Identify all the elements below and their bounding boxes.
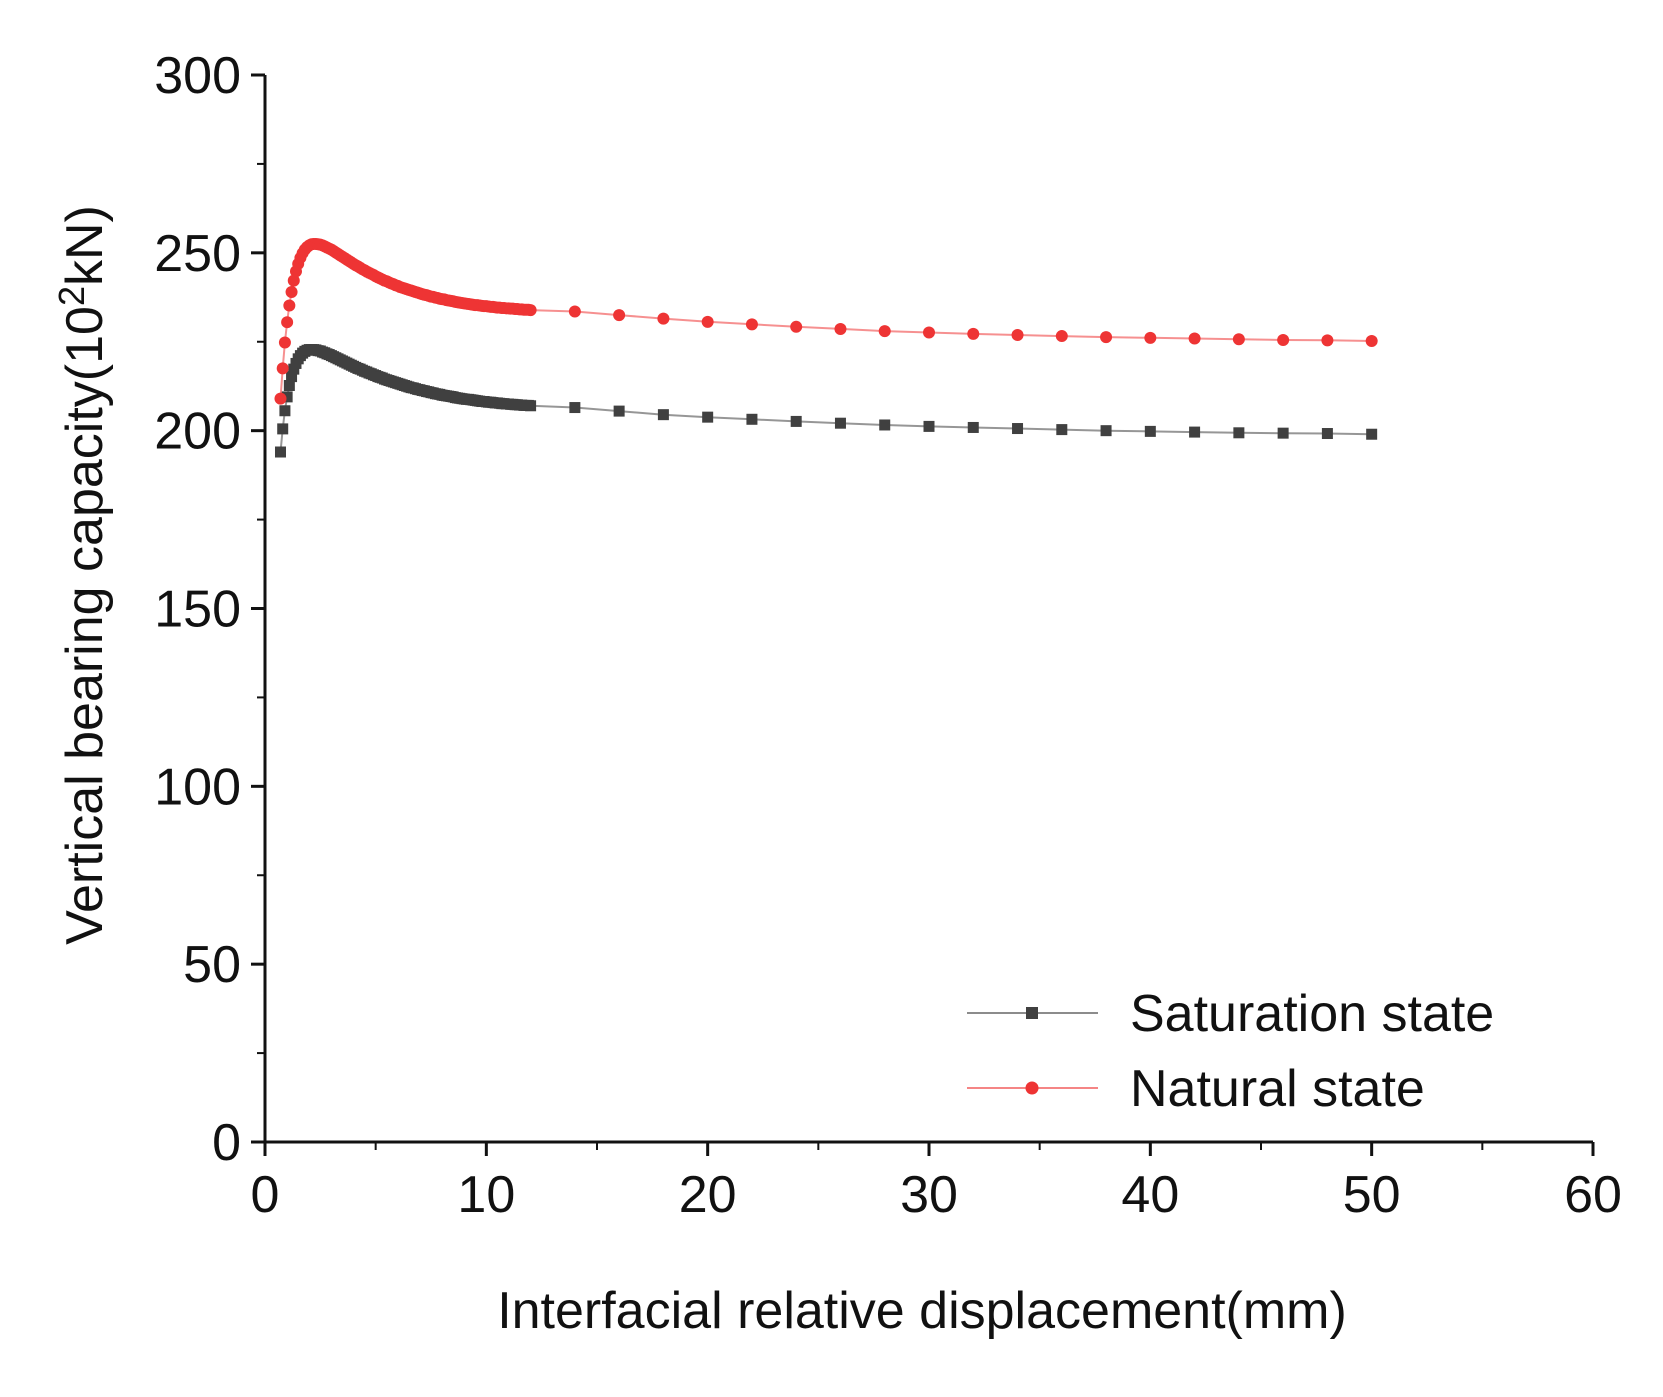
x-axis-title: Interfacial relative displacement(mm) bbox=[497, 1282, 1347, 1340]
data-point bbox=[1056, 424, 1068, 436]
data-point bbox=[286, 371, 298, 383]
data-point bbox=[1189, 426, 1201, 438]
data-point bbox=[613, 405, 625, 417]
x-tick-label: 40 bbox=[1121, 1166, 1179, 1224]
data-point bbox=[276, 362, 289, 375]
data-point bbox=[277, 423, 289, 435]
data-point bbox=[746, 413, 758, 425]
data-point bbox=[274, 446, 286, 458]
data-point bbox=[1232, 333, 1245, 346]
data-point bbox=[657, 409, 669, 421]
data-point bbox=[923, 420, 935, 432]
data-point bbox=[1366, 428, 1378, 440]
data-point bbox=[1365, 335, 1378, 348]
legend-label: Natural state bbox=[1130, 1060, 1425, 1118]
y-tick-label: 150 bbox=[154, 581, 241, 639]
data-point bbox=[790, 320, 803, 333]
data-point bbox=[1100, 425, 1112, 437]
data-point bbox=[274, 392, 287, 405]
data-point bbox=[283, 379, 295, 391]
data-point bbox=[278, 336, 291, 349]
data-point bbox=[524, 304, 537, 317]
data-point bbox=[745, 318, 758, 331]
data-point bbox=[1012, 423, 1024, 435]
legend-item-natural-state: Natural state bbox=[967, 1060, 1425, 1118]
y-tick-label: 100 bbox=[154, 758, 241, 816]
data-point bbox=[1233, 427, 1245, 439]
data-point bbox=[1011, 328, 1024, 341]
legend-item-saturation-state: Saturation state bbox=[967, 985, 1494, 1043]
data-point bbox=[702, 411, 714, 423]
series-line bbox=[279, 242, 1372, 399]
data-point bbox=[279, 405, 291, 417]
data-point bbox=[1321, 334, 1334, 347]
data-point bbox=[1188, 332, 1201, 345]
y-tick-label: 250 bbox=[154, 225, 241, 283]
data-point bbox=[283, 299, 296, 312]
data-point bbox=[967, 421, 979, 433]
data-point bbox=[967, 327, 980, 340]
x-tick-label: 60 bbox=[1564, 1166, 1622, 1224]
data-point bbox=[525, 400, 537, 412]
data-point bbox=[657, 312, 670, 325]
data-point bbox=[1277, 333, 1290, 346]
legend-label: Saturation state bbox=[1130, 985, 1494, 1043]
y-axis-title-superscript: 2 bbox=[51, 286, 92, 306]
data-point bbox=[1321, 428, 1333, 440]
data-point bbox=[288, 363, 300, 375]
data-point bbox=[834, 417, 846, 429]
data-point bbox=[1055, 330, 1068, 343]
data-point bbox=[701, 315, 714, 328]
y-axis-ticks: 0 50 100 150 200 250 300 bbox=[154, 47, 265, 1172]
data-point bbox=[281, 316, 294, 329]
y-axis-title-suffix: kN) bbox=[56, 205, 114, 286]
data-point bbox=[613, 309, 626, 322]
x-tick-label: 50 bbox=[1343, 1166, 1401, 1224]
y-tick-label: 50 bbox=[183, 936, 241, 994]
data-point bbox=[287, 274, 300, 287]
y-tick-label: 0 bbox=[212, 1114, 241, 1172]
legend: Saturation state Natural state bbox=[967, 985, 1494, 1118]
data-point bbox=[879, 419, 891, 431]
y-axis-title: Vertical bearing capacity(102kN) bbox=[51, 205, 114, 945]
series-layer bbox=[274, 237, 1378, 458]
y-tick-label: 200 bbox=[154, 403, 241, 461]
series-saturation-state bbox=[274, 344, 1378, 458]
legend-marker-circle bbox=[1025, 1081, 1039, 1095]
x-tick-label: 0 bbox=[251, 1166, 280, 1224]
data-point bbox=[569, 402, 581, 414]
data-point bbox=[1144, 331, 1157, 344]
data-point bbox=[1277, 427, 1289, 439]
data-point bbox=[1100, 331, 1113, 344]
data-point bbox=[790, 415, 802, 427]
y-axis-title-prefix: Vertical bearing capacity(10 bbox=[56, 306, 114, 945]
data-point bbox=[568, 305, 581, 318]
series-natural-state bbox=[274, 237, 1378, 405]
x-tick-label: 30 bbox=[900, 1166, 958, 1224]
data-point bbox=[834, 322, 847, 335]
x-tick-label: 20 bbox=[679, 1166, 737, 1224]
legend-marker-square bbox=[1026, 1007, 1038, 1019]
data-point bbox=[878, 325, 891, 338]
data-point bbox=[923, 326, 935, 339]
data-point bbox=[1144, 425, 1156, 437]
data-point bbox=[285, 285, 298, 298]
y-tick-label: 300 bbox=[154, 47, 241, 105]
x-axis-ticks: 0 10 20 30 40 50 60 bbox=[251, 1142, 1622, 1224]
x-tick-label: 10 bbox=[457, 1166, 515, 1224]
data-point bbox=[281, 391, 293, 403]
